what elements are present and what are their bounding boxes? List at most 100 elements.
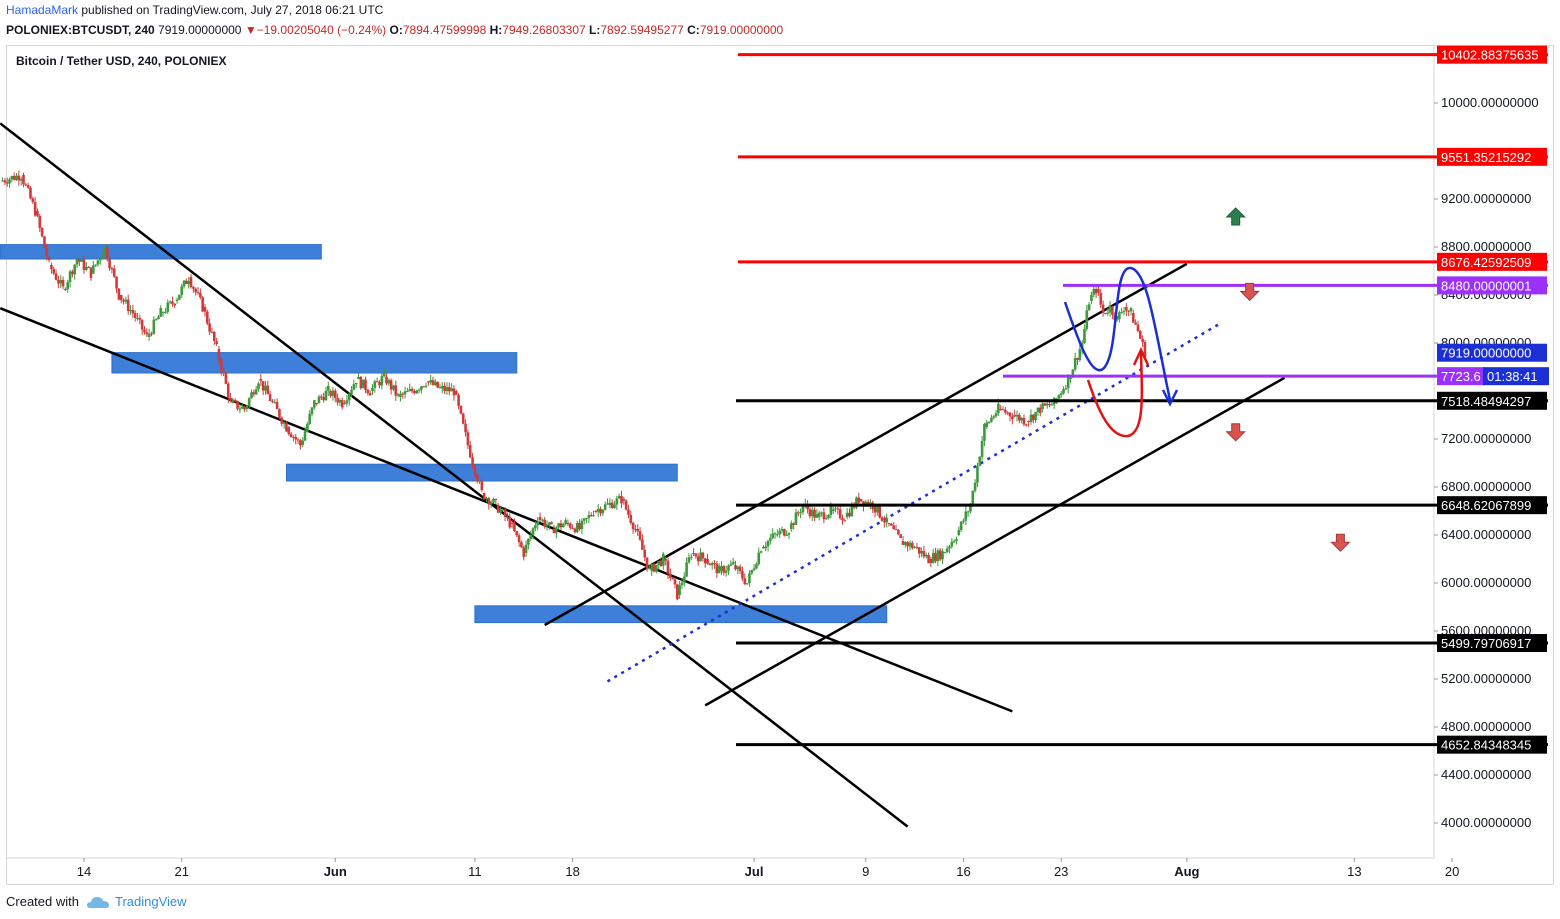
candle-body xyxy=(987,421,991,423)
candle-body xyxy=(724,570,728,573)
candle-body xyxy=(354,382,358,385)
level-price-label: 8676.42592509 xyxy=(1441,255,1531,270)
tradingview-brand-link[interactable]: TradingView xyxy=(114,894,187,909)
candle-body xyxy=(347,393,351,401)
candle-body xyxy=(743,578,747,584)
candle-body xyxy=(124,299,128,302)
support-zone[interactable] xyxy=(111,352,518,374)
candle-body xyxy=(45,247,49,257)
x-tick-label: 16 xyxy=(956,864,970,879)
candle-body xyxy=(915,547,919,548)
candle-body xyxy=(424,385,428,387)
candle-body xyxy=(454,391,458,395)
candle-body xyxy=(101,255,104,259)
candle-body xyxy=(85,266,88,270)
candle-body xyxy=(350,389,353,394)
candle-body xyxy=(94,264,97,266)
candle-body xyxy=(250,392,253,399)
candle-body xyxy=(231,400,235,403)
candle-body xyxy=(208,323,211,332)
candle-body xyxy=(817,512,821,517)
candle-body xyxy=(1120,312,1123,314)
candle-body xyxy=(436,381,439,388)
y-tick-label: 4000.00000000 xyxy=(1441,815,1531,830)
candle-body xyxy=(527,538,530,545)
candle-body xyxy=(1006,412,1009,414)
candle-body xyxy=(1122,311,1126,313)
trend-line[interactable] xyxy=(0,122,909,828)
support-zone[interactable] xyxy=(285,463,678,482)
candle-body xyxy=(922,550,926,557)
chart-frame[interactable] xyxy=(6,45,1554,885)
candle-body xyxy=(641,539,644,550)
candle-body xyxy=(766,540,770,547)
y-tick-label: 4800.00000000 xyxy=(1441,719,1531,734)
trend-line[interactable] xyxy=(704,376,1286,707)
candle-body xyxy=(359,377,363,389)
candle-body xyxy=(910,542,914,549)
candle-body xyxy=(580,520,584,529)
support-zone[interactable] xyxy=(474,605,888,624)
candle-body xyxy=(482,493,486,500)
candle-body xyxy=(1034,412,1037,421)
publish-header: HamadaMark published on TradingView.com,… xyxy=(0,0,1560,20)
candle-body xyxy=(471,457,474,465)
candle-body xyxy=(515,531,519,536)
candle-body xyxy=(1104,313,1107,314)
candle-body xyxy=(1015,414,1019,417)
y-tick-label: 7200.00000000 xyxy=(1441,431,1531,446)
candle-body xyxy=(1057,395,1061,399)
candle-body xyxy=(133,313,137,318)
candle-body xyxy=(1127,310,1130,312)
candle-body xyxy=(1099,293,1103,305)
candle-body xyxy=(682,576,686,583)
candle-body xyxy=(669,573,672,578)
candle-body xyxy=(406,390,409,392)
candle-body xyxy=(159,308,163,317)
candle-body xyxy=(892,525,895,530)
candle-body xyxy=(790,523,793,529)
candle-body xyxy=(689,556,693,558)
support-zone[interactable] xyxy=(0,244,322,260)
candle-body xyxy=(973,482,977,491)
candle-body xyxy=(71,271,74,275)
level-price-label: 7518.48494297 xyxy=(1441,394,1531,409)
candle-body xyxy=(173,303,177,306)
candle-body xyxy=(201,297,204,312)
candle-body xyxy=(96,260,100,265)
y-tick-label: 5200.00000000 xyxy=(1441,671,1531,686)
candle-body xyxy=(808,509,812,517)
candle-body xyxy=(783,529,786,536)
y-tick-label: 10000.00000000 xyxy=(1441,95,1539,110)
candle-body xyxy=(936,550,940,562)
author-link[interactable]: HamadaMark xyxy=(6,3,79,17)
candle-body xyxy=(857,497,861,503)
candle-body xyxy=(322,397,325,401)
candle-body xyxy=(827,515,830,519)
level-price-tag xyxy=(1437,147,1547,166)
candle-body xyxy=(371,387,374,391)
candle-body xyxy=(887,523,891,524)
candle-body xyxy=(966,511,970,513)
created-with-text: Created with xyxy=(6,894,79,909)
candle-body xyxy=(1092,289,1096,295)
red-projection-arrowhead xyxy=(1132,347,1150,366)
candle-body xyxy=(492,498,495,503)
candle-body xyxy=(503,509,507,517)
candle-body xyxy=(990,417,993,422)
candle-body xyxy=(1048,403,1051,406)
price-chart[interactable]: Bitcoin / Tether USD, 240, POLONIEX 10000… xyxy=(0,0,1560,884)
candle-body xyxy=(171,301,174,304)
candle-body xyxy=(285,422,288,432)
candle-body xyxy=(636,529,640,532)
purple-price-tag xyxy=(1437,367,1485,386)
candle-body xyxy=(434,381,437,385)
level-price-tag xyxy=(1437,391,1547,410)
candle-body xyxy=(24,184,28,186)
candle-body xyxy=(175,299,179,301)
trend-line[interactable] xyxy=(544,262,1188,627)
symbol-label[interactable]: POLONIEX:BTCUSDT, 240 xyxy=(6,23,155,37)
candle-body xyxy=(238,408,242,410)
candle-body xyxy=(722,566,726,573)
dotted-trend-line[interactable] xyxy=(606,321,1223,683)
